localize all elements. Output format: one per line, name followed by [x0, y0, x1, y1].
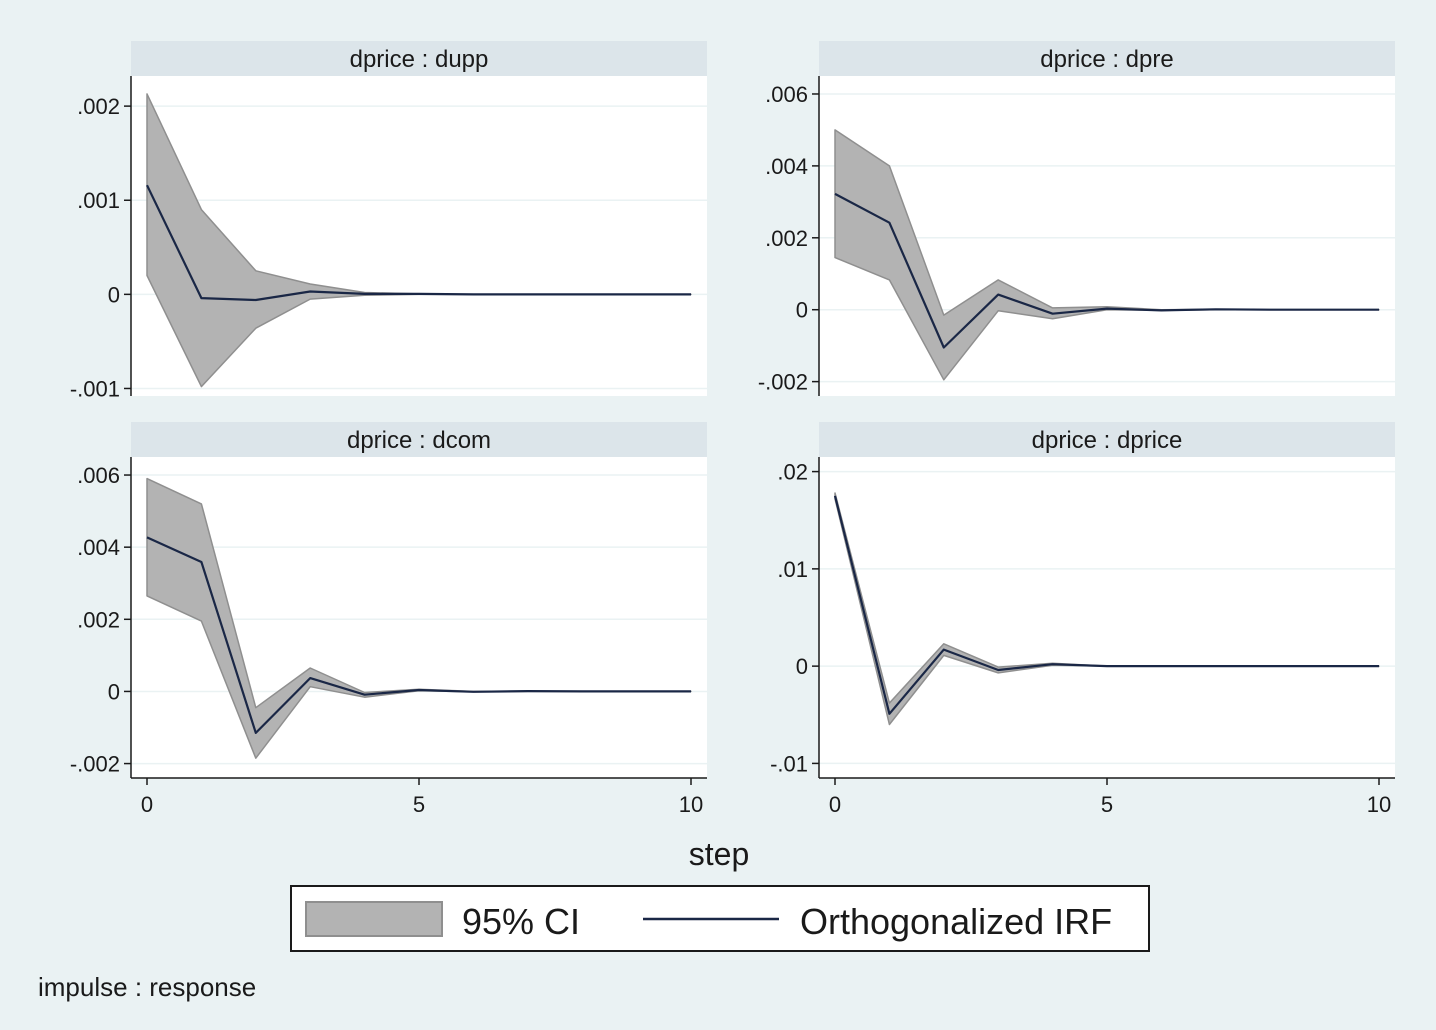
- y-tick-label: .004: [765, 154, 808, 179]
- y-tick-label: .004: [77, 535, 120, 560]
- irf-line: [146, 184, 691, 302]
- y-tick-label: .006: [77, 463, 120, 488]
- y-tick-label: .02: [777, 460, 808, 485]
- y-tick-label: .002: [77, 607, 120, 632]
- irf-line: [833, 495, 1379, 715]
- panel-1: dprice : dupp -.001 0 .001 .002: [70, 41, 707, 401]
- panel-title: dprice : dcom: [347, 427, 491, 454]
- y-tick-label: -.01: [770, 751, 808, 776]
- panel-title-strip: [819, 422, 1395, 457]
- plot-area: [819, 457, 1395, 778]
- y-tick-label: -.001: [70, 376, 120, 401]
- panel-2: dprice : dpre -.002 0 .002 .004 .006: [758, 41, 1395, 396]
- y-tick-label: 0: [108, 679, 120, 704]
- panel-title-strip: [819, 41, 1395, 76]
- y-tick-label: 0: [108, 282, 120, 307]
- note-text: impulse : response: [38, 972, 256, 1002]
- y-tick-label: -.002: [70, 752, 120, 777]
- y-tick-label: .002: [77, 94, 120, 119]
- panel-title: dprice : dprice: [1032, 427, 1183, 454]
- irf-line: [146, 536, 691, 735]
- panel-4: dprice : dprice -.01 0 .01 .02 0 5 10: [770, 422, 1395, 817]
- legend-irf-label: Orthogonalized IRF: [800, 901, 1112, 942]
- x-axis-title: step: [689, 836, 749, 872]
- panel-title-strip: [131, 422, 707, 457]
- legend: 95% CI Orthogonalized IRF: [290, 885, 1150, 952]
- x-tick-label: 0: [829, 792, 841, 817]
- x-tick-label: 10: [679, 792, 703, 817]
- y-tick-label: 0: [796, 654, 808, 679]
- y-tick-label: -.002: [758, 370, 808, 395]
- panel-title: dprice : dpre: [1040, 46, 1173, 73]
- x-tick-label: 5: [413, 792, 425, 817]
- panel-3: dprice : dcom -.002 0 .002 .004 .006 0 5 10: [70, 422, 707, 817]
- y-tick-label: .006: [765, 82, 808, 107]
- legend-ci-label: 95% CI: [462, 901, 580, 942]
- y-tick-label: 0: [796, 298, 808, 323]
- x-tick-label: 10: [1367, 792, 1391, 817]
- panel-title-strip: [131, 41, 707, 76]
- panel-title: dprice : dupp: [350, 46, 489, 73]
- y-tick-label: .002: [765, 226, 808, 251]
- y-tick-label: .01: [777, 557, 808, 582]
- legend-ci-swatch: [305, 901, 443, 937]
- irf-line: [834, 192, 1379, 349]
- x-tick-label: 0: [141, 792, 153, 817]
- y-tick-label: .001: [77, 188, 120, 213]
- x-tick-label: 5: [1101, 792, 1113, 817]
